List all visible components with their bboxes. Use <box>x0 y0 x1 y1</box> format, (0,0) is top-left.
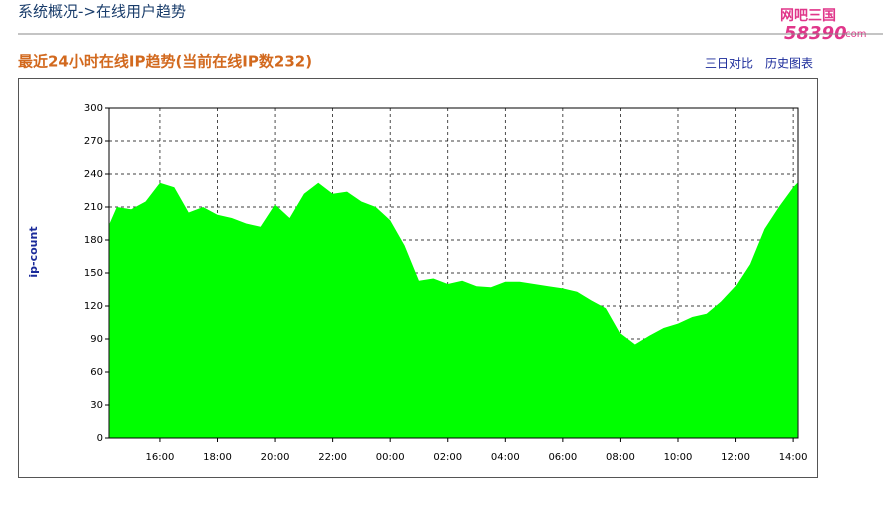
y-tick-label: 60 <box>90 367 103 378</box>
y-axis-label: ip-count <box>27 226 40 277</box>
y-tick-label: 120 <box>84 301 103 312</box>
plot-border <box>108 107 799 439</box>
x-tick-label: 08:00 <box>606 452 635 463</box>
page-title: 系统概况->在线用户趋势 <box>18 3 186 21</box>
y-tick-label: 150 <box>84 268 103 279</box>
x-tick-label: 06:00 <box>548 452 577 463</box>
link[interactable]: 三日对比 <box>705 57 753 71</box>
x-tick-label: 10:00 <box>664 452 693 463</box>
plot: 0 30 60 90 120 150 180 210 240 270 300 16:00 18:00 20… <box>84 103 808 463</box>
x-tick-label: 12:00 <box>721 452 750 463</box>
area <box>109 182 798 438</box>
x-tick-label: 18:00 <box>203 452 232 463</box>
x-tick-label: 04:00 <box>491 452 520 463</box>
x-tick-label: 14:00 <box>779 452 808 463</box>
y-tick-label: 240 <box>84 169 103 180</box>
link[interactable]: 历史图表 <box>765 57 813 71</box>
y-tick-label: 30 <box>90 400 103 411</box>
x-tick-label: 00:00 <box>376 452 405 463</box>
x-tick-label: 20:00 <box>261 452 290 463</box>
y-tick-label: 270 <box>84 136 103 147</box>
x-tick-label: 02:00 <box>433 452 462 463</box>
y-tick-label: 180 <box>84 235 103 246</box>
y-tick-label: 210 <box>84 202 103 213</box>
x-tick-label: 22:00 <box>318 452 347 463</box>
y-tick-label: 300 <box>84 103 103 114</box>
x-tick-label: 16:00 <box>146 452 175 463</box>
y-tick-label: 90 <box>90 334 103 345</box>
panel-subtitle: 最近24小时在线IP趋势(当前在线IP数232) <box>18 53 312 71</box>
logo-top: 网吧三国 <box>780 8 836 24</box>
y-tick-label: 0 <box>97 433 103 444</box>
